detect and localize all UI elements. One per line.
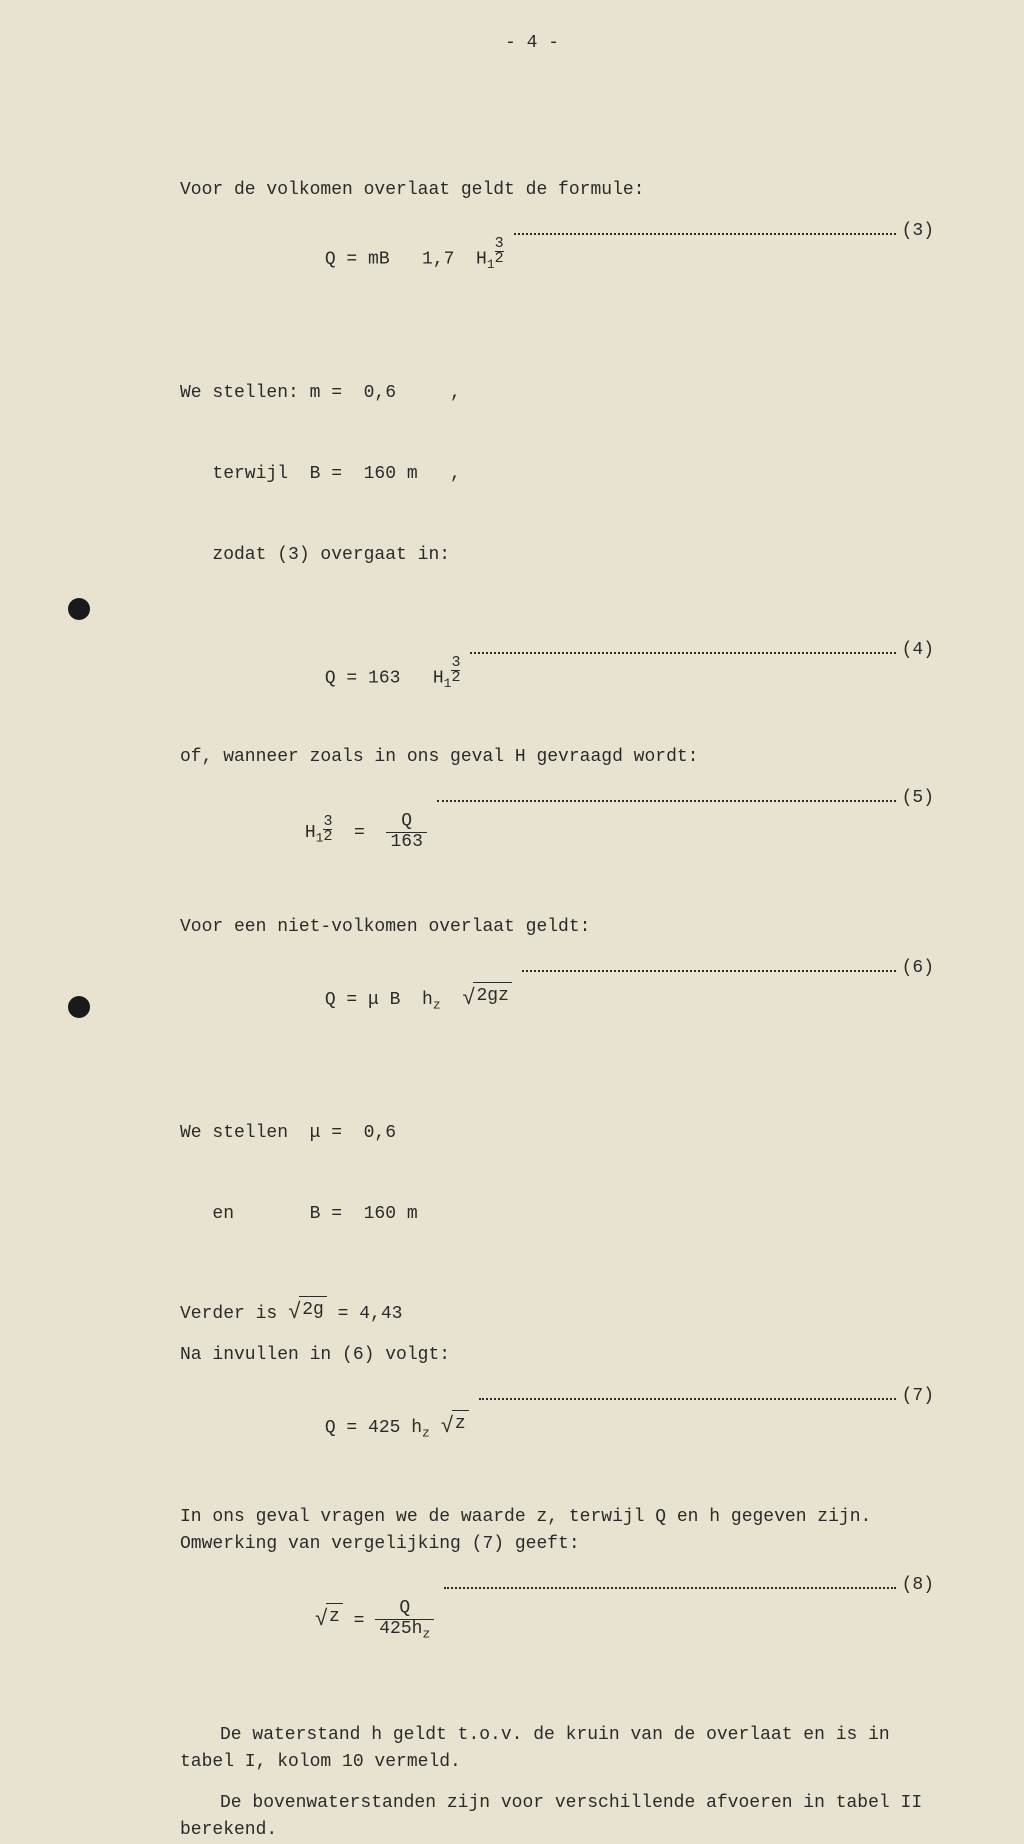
- punch-hole-bottom: [68, 996, 90, 1018]
- eq6-sqrt: √2gz: [462, 982, 512, 1010]
- eq5-sub: 1: [316, 831, 324, 846]
- leader-dots: [470, 652, 895, 654]
- eq7-lhs: Q = 425 h: [325, 1418, 422, 1438]
- eq6-formula: Q = μ B hz √2gz: [180, 955, 512, 1042]
- eq4-formula: Q = 163 H132: [180, 637, 460, 721]
- eq6-sub: z: [433, 997, 441, 1012]
- eq5-exponent: 32: [323, 815, 332, 845]
- equation-6: Q = μ B hz √2gz (6): [180, 955, 934, 1042]
- leader-dots: [437, 800, 896, 802]
- paragraph-waterstand: De waterstand h geldt t.o.v. de kruin va…: [180, 1722, 934, 1776]
- equation-5: H132 = Q163 (5): [180, 785, 934, 880]
- eq8-formula: √z = Q425hz: [180, 1572, 434, 1669]
- paragraph-niet-volkomen: Voor een niet-volkomen overlaat geldt:: [180, 914, 934, 941]
- eq5-H: H: [305, 823, 316, 843]
- eq4-number: (4): [902, 637, 934, 664]
- paragraph-bovenwaterstanden: De bovenwaterstanden zijn voor verschill…: [180, 1790, 934, 1844]
- eq3-lhs: Q = mB 1,7 H: [325, 249, 487, 269]
- paragraph-sqrt2g: Verder is √2g = 4,43: [180, 1296, 934, 1328]
- eq8-number: (8): [902, 1572, 934, 1599]
- eq5-formula: H132 = Q163: [180, 785, 427, 880]
- leader-dots: [479, 1398, 896, 1400]
- leader-dots: [444, 1587, 895, 1589]
- equation-8: √z = Q425hz (8): [180, 1572, 934, 1669]
- punch-hole-top: [68, 598, 90, 620]
- eq3-number: (3): [902, 218, 934, 245]
- leader-dots: [514, 233, 896, 235]
- eq4-exponent: 32: [451, 656, 460, 686]
- eq7-number: (7): [902, 1383, 934, 1410]
- paragraph-omwerking: In ons geval vragen we de waarde z, terw…: [180, 1504, 934, 1558]
- equation-3: Q = mB 1,7 H132 (3): [180, 218, 934, 302]
- page-content: Voor de volkomen overlaat geldt de formu…: [100, 177, 964, 1844]
- eq7-formula: Q = 425 hz √z: [180, 1383, 469, 1470]
- leader-dots: [522, 970, 896, 972]
- eq8-fraction: Q425hz: [375, 1599, 434, 1642]
- paragraph-substitution-1: We stellen: m = 0,6 , terwijl B = 160 m …: [180, 326, 934, 623]
- eq3-sub: 1: [487, 257, 495, 272]
- equation-4: Q = 163 H132 (4): [180, 637, 934, 721]
- eq3-formula: Q = mB 1,7 H132: [180, 218, 504, 302]
- equation-7: Q = 425 hz √z (7): [180, 1383, 934, 1470]
- page-number: - 4 -: [100, 30, 964, 57]
- eq8-sqrt: √z: [315, 1603, 343, 1631]
- eq5-number: (5): [902, 785, 934, 812]
- eq5-fraction: Q163: [386, 812, 426, 853]
- eq3-exponent: 32: [495, 237, 504, 267]
- eq6-number: (6): [902, 955, 934, 982]
- eq4-lhs: Q = 163 H: [325, 668, 444, 688]
- paragraph-inverse: of, wanneer zoals in ons geval H gevraag…: [180, 744, 934, 771]
- eq7-sqrt: √z: [441, 1410, 469, 1438]
- paragraph-invullen: Na invullen in (6) volgt:: [180, 1342, 934, 1369]
- sqrt-2g: √2g: [288, 1296, 327, 1324]
- eq6-lhs: Q = μ B h: [325, 990, 433, 1010]
- paragraph-substitution-2: We stellen μ = 0,6 en B = 160 m: [180, 1066, 934, 1282]
- eq4-sub: 1: [444, 676, 452, 691]
- paragraph-intro-volkomen: Voor de volkomen overlaat geldt de formu…: [180, 177, 934, 204]
- eq7-sub: z: [422, 1425, 430, 1440]
